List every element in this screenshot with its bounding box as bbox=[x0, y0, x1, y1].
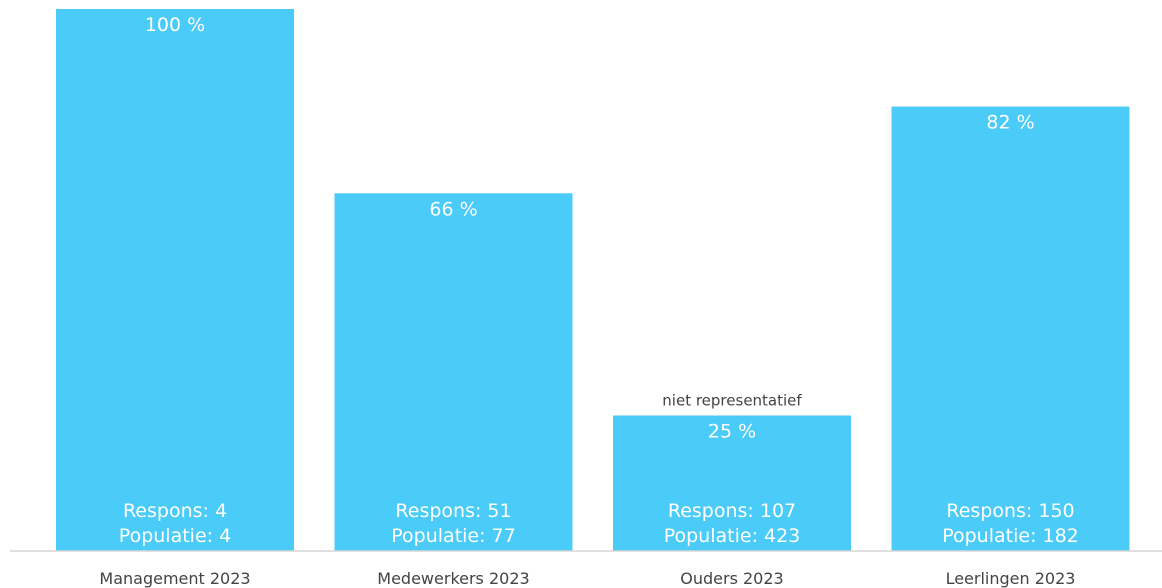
bar-2 bbox=[613, 415, 851, 551]
category-label-1: Medewerkers 2023 bbox=[377, 569, 529, 588]
annotation-label-2: niet representatief bbox=[662, 392, 802, 410]
respons-label-1: Respons: 51 bbox=[395, 500, 511, 522]
category-label-3: Leerlingen 2023 bbox=[946, 569, 1076, 588]
bar-0 bbox=[56, 9, 294, 551]
value-label-2: 25 % bbox=[708, 421, 756, 443]
populatie-label-0: Populatie: 4 bbox=[119, 525, 231, 547]
populatie-label-1: Populatie: 77 bbox=[391, 525, 515, 547]
bar-3 bbox=[891, 106, 1130, 551]
value-label-3: 82 % bbox=[986, 112, 1034, 134]
respons-label-3: Respons: 150 bbox=[946, 500, 1074, 522]
value-label-1: 66 % bbox=[429, 198, 477, 220]
value-label-0: 100 % bbox=[145, 14, 205, 36]
bars-group bbox=[56, 9, 1130, 551]
bar-1 bbox=[334, 193, 573, 551]
category-label-0: Management 2023 bbox=[99, 569, 250, 588]
populatie-label-2: Populatie: 423 bbox=[664, 525, 801, 547]
labels-group: 100 % Respons: 4 Populatie: 4 66 % Respons: … bbox=[119, 14, 1079, 547]
category-labels-group: Management 2023 Medewerkers 2023 Ouders 20… bbox=[99, 569, 1075, 588]
respons-label-0: Respons: 4 bbox=[123, 500, 227, 522]
respons-label-2: Respons: 107 bbox=[668, 500, 796, 522]
category-label-2: Ouders 2023 bbox=[680, 569, 783, 588]
populatie-label-3: Populatie: 182 bbox=[942, 525, 1079, 547]
